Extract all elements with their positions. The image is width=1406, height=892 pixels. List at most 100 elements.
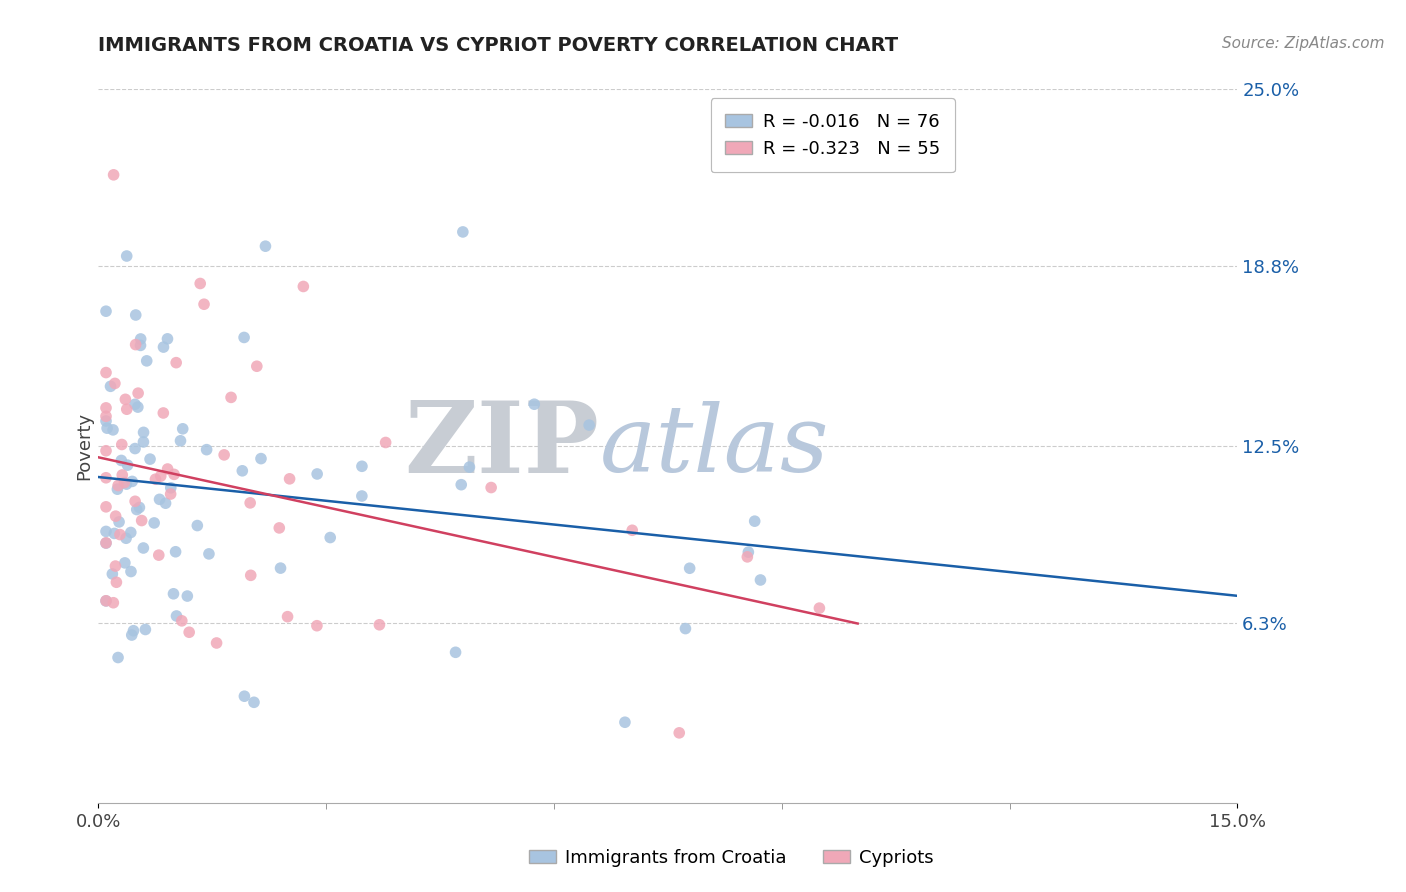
- Point: [219, 390, 242, 404]
- Point: [675, 622, 697, 636]
- Point: [195, 442, 218, 457]
- Point: [163, 467, 186, 482]
- Point: [131, 514, 153, 528]
- Point: [239, 496, 262, 510]
- Point: [111, 467, 134, 482]
- Point: [94, 594, 117, 608]
- Point: [292, 279, 315, 293]
- Point: [143, 516, 166, 530]
- Point: [749, 573, 772, 587]
- Point: [233, 330, 256, 344]
- Point: [172, 422, 194, 436]
- Point: [108, 515, 131, 529]
- Point: [156, 332, 179, 346]
- Point: [139, 452, 162, 467]
- Point: [104, 509, 127, 524]
- Point: [124, 442, 146, 456]
- Point: [132, 541, 155, 555]
- Point: [134, 623, 156, 637]
- Point: [114, 556, 136, 570]
- Point: [121, 628, 143, 642]
- Point: [127, 386, 149, 401]
- Point: [94, 401, 117, 415]
- Point: [135, 354, 157, 368]
- Point: [808, 601, 831, 615]
- Point: [148, 548, 170, 562]
- Point: [121, 475, 143, 489]
- Point: [94, 414, 117, 428]
- Point: [115, 249, 138, 263]
- Point: [94, 304, 117, 318]
- Point: [613, 715, 636, 730]
- Y-axis label: Poverty: Poverty: [76, 412, 94, 480]
- Point: [104, 376, 127, 391]
- Text: atlas: atlas: [599, 401, 830, 491]
- Point: [94, 443, 117, 458]
- Point: [120, 525, 142, 540]
- Point: [122, 624, 145, 638]
- Point: [132, 434, 155, 449]
- Point: [737, 549, 759, 564]
- Point: [101, 423, 124, 437]
- Point: [169, 434, 191, 448]
- Point: [111, 437, 134, 451]
- Text: ZIP: ZIP: [405, 398, 599, 494]
- Point: [110, 453, 132, 467]
- Point: [94, 536, 117, 550]
- Point: [737, 545, 759, 559]
- Point: [115, 402, 138, 417]
- Point: [128, 500, 150, 515]
- Point: [94, 366, 117, 380]
- Point: [104, 559, 127, 574]
- Point: [94, 536, 117, 550]
- Point: [145, 472, 167, 486]
- Point: [523, 397, 546, 411]
- Point: [744, 514, 766, 528]
- Point: [100, 379, 122, 393]
- Point: [212, 448, 235, 462]
- Point: [108, 527, 131, 541]
- Point: [350, 459, 373, 474]
- Point: [155, 496, 177, 510]
- Point: [239, 568, 262, 582]
- Point: [479, 481, 502, 495]
- Point: [103, 526, 125, 541]
- Point: [115, 477, 138, 491]
- Point: [231, 464, 253, 478]
- Point: [148, 492, 170, 507]
- Point: [165, 356, 187, 370]
- Point: [159, 481, 181, 495]
- Legend: Immigrants from Croatia, Cypriots: Immigrants from Croatia, Cypriots: [522, 842, 941, 874]
- Point: [243, 695, 266, 709]
- Point: [233, 690, 256, 704]
- Point: [101, 566, 124, 581]
- Point: [129, 332, 152, 346]
- Point: [156, 462, 179, 476]
- Point: [94, 471, 117, 485]
- Point: [162, 587, 184, 601]
- Point: [319, 531, 342, 545]
- Point: [149, 469, 172, 483]
- Point: [125, 308, 148, 322]
- Point: [96, 421, 118, 435]
- Point: [107, 478, 129, 492]
- Point: [94, 524, 117, 539]
- Point: [105, 575, 128, 590]
- Point: [170, 614, 193, 628]
- Point: [127, 400, 149, 414]
- Point: [112, 475, 135, 490]
- Point: [117, 458, 139, 472]
- Point: [107, 650, 129, 665]
- Point: [444, 645, 467, 659]
- Point: [94, 594, 117, 608]
- Text: Source: ZipAtlas.com: Source: ZipAtlas.com: [1222, 36, 1385, 51]
- Point: [107, 482, 129, 496]
- Point: [152, 340, 174, 354]
- Point: [350, 489, 373, 503]
- Point: [115, 531, 138, 545]
- Point: [125, 502, 148, 516]
- Point: [679, 561, 702, 575]
- Point: [250, 451, 273, 466]
- Point: [132, 425, 155, 440]
- Point: [94, 500, 117, 514]
